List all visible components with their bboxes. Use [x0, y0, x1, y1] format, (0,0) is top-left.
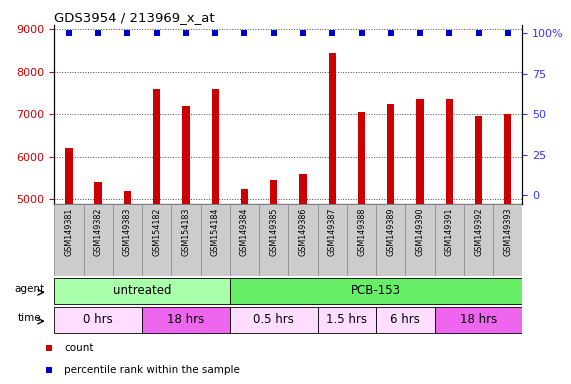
- Text: GSM149385: GSM149385: [269, 207, 278, 256]
- Text: 0 hrs: 0 hrs: [83, 313, 113, 326]
- Text: GSM149390: GSM149390: [416, 207, 425, 256]
- Bar: [376, 307, 435, 333]
- Text: untreated: untreated: [113, 285, 171, 297]
- Text: GSM154183: GSM154183: [182, 207, 191, 255]
- Bar: [54, 278, 230, 304]
- Text: GSM149392: GSM149392: [474, 207, 483, 256]
- Text: GSM149389: GSM149389: [386, 207, 395, 256]
- Bar: [299, 174, 307, 384]
- Text: GSM149393: GSM149393: [503, 207, 512, 256]
- Bar: [230, 307, 317, 333]
- Text: GSM149383: GSM149383: [123, 207, 132, 255]
- Bar: [200, 204, 230, 276]
- Bar: [211, 89, 219, 384]
- Bar: [475, 116, 482, 384]
- Bar: [83, 204, 112, 276]
- Bar: [259, 204, 288, 276]
- Text: 18 hrs: 18 hrs: [460, 313, 497, 326]
- Text: GSM149382: GSM149382: [94, 207, 103, 256]
- Bar: [358, 112, 365, 384]
- Bar: [153, 89, 160, 384]
- Bar: [317, 307, 376, 333]
- Bar: [376, 204, 405, 276]
- Bar: [493, 204, 522, 276]
- Bar: [54, 204, 83, 276]
- Bar: [124, 191, 131, 384]
- Bar: [504, 114, 512, 384]
- Text: 18 hrs: 18 hrs: [167, 313, 204, 326]
- Text: GDS3954 / 213969_x_at: GDS3954 / 213969_x_at: [54, 11, 215, 24]
- Bar: [230, 278, 522, 304]
- Bar: [435, 307, 522, 333]
- Text: time: time: [18, 313, 42, 323]
- Bar: [113, 204, 142, 276]
- Text: GSM149381: GSM149381: [65, 207, 74, 255]
- Bar: [435, 204, 464, 276]
- Bar: [142, 204, 171, 276]
- Text: GSM154182: GSM154182: [152, 207, 161, 256]
- Bar: [347, 204, 376, 276]
- Bar: [241, 189, 248, 384]
- Bar: [288, 204, 317, 276]
- Text: 6 hrs: 6 hrs: [391, 313, 420, 326]
- Text: count: count: [64, 343, 94, 353]
- Text: 0.5 hrs: 0.5 hrs: [254, 313, 294, 326]
- Bar: [317, 204, 347, 276]
- Text: GSM149384: GSM149384: [240, 207, 249, 255]
- Text: GSM149387: GSM149387: [328, 207, 337, 256]
- Bar: [387, 104, 395, 384]
- Text: GSM149388: GSM149388: [357, 207, 366, 255]
- Text: 1.5 hrs: 1.5 hrs: [327, 313, 367, 326]
- Bar: [328, 53, 336, 384]
- Text: GSM149386: GSM149386: [299, 207, 308, 255]
- Text: agent: agent: [15, 285, 45, 295]
- Bar: [464, 204, 493, 276]
- Bar: [445, 99, 453, 384]
- Bar: [142, 307, 230, 333]
- Bar: [182, 106, 190, 384]
- Bar: [94, 182, 102, 384]
- Bar: [405, 204, 435, 276]
- Bar: [270, 180, 278, 384]
- Text: PCB-153: PCB-153: [351, 285, 401, 297]
- Bar: [65, 148, 73, 384]
- Bar: [54, 307, 142, 333]
- Text: percentile rank within the sample: percentile rank within the sample: [64, 365, 240, 375]
- Text: GSM149391: GSM149391: [445, 207, 454, 256]
- Text: GSM154184: GSM154184: [211, 207, 220, 255]
- Bar: [230, 204, 259, 276]
- Bar: [416, 99, 424, 384]
- Bar: [171, 204, 200, 276]
